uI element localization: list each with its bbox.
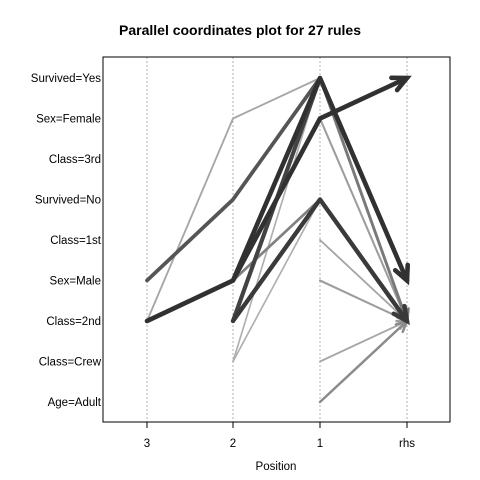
- y-tick-label: Class=Crew: [39, 357, 102, 369]
- rule-line-15: [320, 321, 407, 402]
- x-axis-labels: 3 2 1 rhs: [144, 422, 415, 450]
- x-axis-title: Position: [256, 461, 297, 473]
- rule-path: [320, 321, 407, 402]
- y-tick-label: Class=2nd: [46, 316, 101, 328]
- y-tick-label: Sex=Female: [36, 114, 101, 126]
- y-axis-labels: Survived=Yes Sex=Female Class=3rd Survived=…: [31, 73, 102, 409]
- y-tick-label: Survived=Yes: [31, 73, 101, 85]
- rule-path: [320, 321, 407, 362]
- x-tick-label: 3: [144, 438, 150, 450]
- x-tick-label: 1: [317, 438, 323, 450]
- y-tick-label: Survived=No: [35, 195, 101, 207]
- y-tick-label: Sex=Male: [50, 276, 101, 288]
- y-tick-label: Class=3rd: [49, 154, 101, 166]
- x-tick-label: rhs: [399, 438, 415, 450]
- y-tick-label: Class=1st: [50, 235, 102, 247]
- rule-lines: [147, 78, 408, 402]
- rule-line-14: [320, 321, 407, 362]
- y-tick-label: Age=Adult: [48, 397, 102, 409]
- x-tick-label: 2: [230, 438, 236, 450]
- chart-title: Parallel coordinates plot for 27 rules: [119, 22, 361, 38]
